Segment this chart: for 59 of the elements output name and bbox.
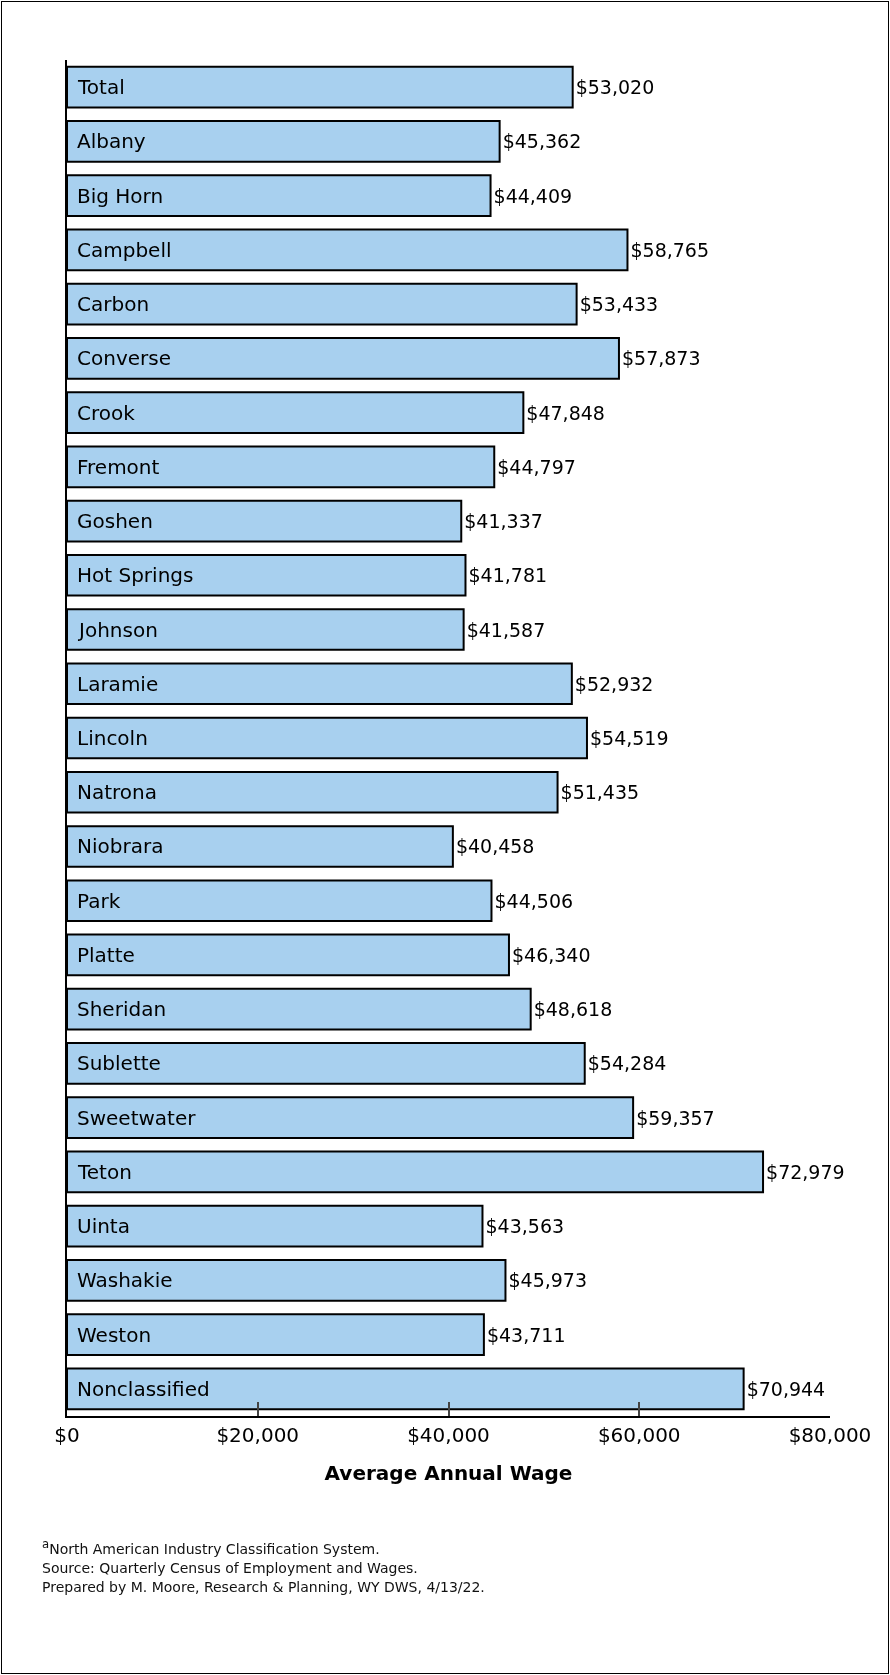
data-label: $41,587 bbox=[466, 618, 546, 641]
y-tick-label: Sweetwater bbox=[77, 1106, 197, 1130]
data-label: $40,458 bbox=[455, 835, 535, 858]
data-label: $44,797 bbox=[497, 455, 576, 478]
x-tick-label: $0 bbox=[54, 1423, 80, 1447]
data-label: $46,340 bbox=[511, 943, 591, 966]
y-tick-label: Sheridan bbox=[77, 997, 167, 1021]
y-tick-label: Johnson bbox=[77, 618, 158, 642]
x-tick-label: $60,000 bbox=[597, 1423, 681, 1447]
y-tick-label: Niobrara bbox=[77, 834, 164, 858]
data-label: $72,979 bbox=[766, 1160, 845, 1183]
x-axis-title: Average Annual Wage bbox=[324, 1461, 573, 1485]
y-tick-label: Total bbox=[77, 75, 125, 99]
data-label: $70,944 bbox=[746, 1377, 826, 1400]
data-label: $45,362 bbox=[502, 130, 582, 153]
y-tick-label: Natrona bbox=[77, 780, 158, 804]
y-tick-label: Laramie bbox=[77, 672, 159, 696]
y-tick-label: Teton bbox=[77, 1160, 132, 1184]
data-label: $51,435 bbox=[560, 781, 640, 804]
data-label: $48,618 bbox=[533, 998, 613, 1021]
y-tick-label: Crook bbox=[77, 401, 136, 425]
y-tick-label: Converse bbox=[77, 346, 171, 370]
data-label: $43,563 bbox=[485, 1215, 565, 1238]
y-tick-label: Nonclassified bbox=[77, 1377, 210, 1401]
data-label: $47,848 bbox=[526, 401, 605, 424]
y-tick-label: Weston bbox=[77, 1323, 152, 1347]
y-tick-label: Big Horn bbox=[77, 184, 164, 208]
data-label: $57,873 bbox=[621, 347, 701, 370]
y-tick-label: Park bbox=[77, 889, 121, 913]
data-label: $41,337 bbox=[464, 510, 543, 533]
x-tick-label: $20,000 bbox=[216, 1423, 300, 1447]
y-tick-label: Goshen bbox=[77, 509, 153, 533]
text: Prepared by M. Moore, Research & Planning, WY DWS, 4/13/22. bbox=[42, 1577, 485, 1597]
data-label: $43,711 bbox=[486, 1323, 566, 1346]
y-tick-label: Fremont bbox=[77, 455, 160, 479]
data-label: $54,519 bbox=[589, 727, 669, 749]
y-tick-label: Sublette bbox=[77, 1051, 161, 1075]
y-tick-label: Campbell bbox=[77, 238, 172, 262]
y-tick-label: Uinta bbox=[77, 1214, 130, 1238]
y-tick-label: Hot Springs bbox=[77, 563, 194, 587]
data-label: $59,357 bbox=[636, 1106, 715, 1129]
source-note: Source: Quarterly Census of Employment and Wages. bbox=[42, 1558, 419, 1578]
data-label: $54,284 bbox=[587, 1052, 667, 1075]
data-label: $44,506 bbox=[494, 889, 574, 912]
y-tick-label: Platte bbox=[77, 943, 135, 967]
data-label: $41,781 bbox=[468, 564, 548, 587]
data-label: $53,020 bbox=[575, 76, 655, 99]
y-tick-label: Washakie bbox=[77, 1268, 173, 1292]
x-tick-label: $40,000 bbox=[407, 1423, 490, 1447]
y-tick-label: Albany bbox=[77, 129, 146, 153]
data-label: $44,409 bbox=[493, 184, 573, 207]
data-label: $53,433 bbox=[579, 293, 659, 316]
x-tick-label: $80,000 bbox=[788, 1423, 872, 1447]
y-tick-label: Carbon bbox=[77, 292, 150, 316]
data-label: $58,765 bbox=[630, 238, 710, 261]
y-tick-label: Lincoln bbox=[77, 726, 148, 750]
data-label: $52,932 bbox=[574, 672, 654, 695]
text: $^{a}$North American Industry Classification System. bbox=[42, 1536, 381, 1559]
data-label: $45,973 bbox=[508, 1269, 588, 1292]
